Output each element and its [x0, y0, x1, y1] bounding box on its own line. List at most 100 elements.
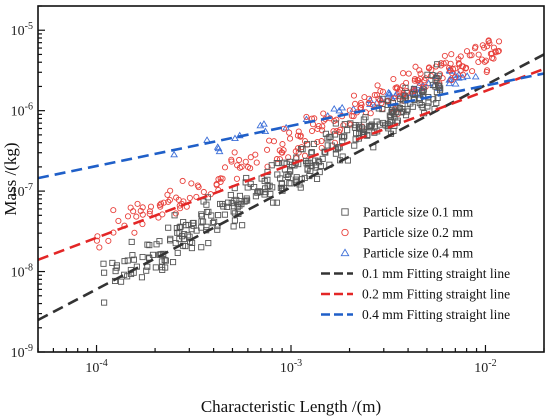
data-point: [188, 245, 195, 252]
data-point: [198, 211, 205, 218]
data-point: [402, 112, 410, 119]
data-point: [411, 87, 418, 94]
data-point: [186, 194, 193, 201]
data-point: [94, 233, 101, 240]
data-point: [200, 218, 207, 225]
data-point: [377, 88, 384, 95]
data-point: [159, 266, 166, 273]
data-point: [215, 212, 222, 219]
data-point: [228, 158, 235, 165]
data-point: [303, 113, 310, 120]
data-point: [312, 157, 319, 164]
data-point: [264, 176, 271, 183]
data-point: [409, 103, 416, 110]
data-point: [165, 198, 172, 205]
data-point: [391, 114, 398, 121]
data-point: [418, 102, 425, 109]
data-point: [480, 44, 488, 51]
data-point: [390, 95, 397, 102]
data-point: [247, 154, 254, 161]
fit-line-3: [37, 72, 545, 180]
data-point: [362, 114, 369, 121]
data-point: [435, 72, 442, 79]
data-point: [278, 180, 285, 187]
data-point: [236, 202, 243, 209]
data-point: [203, 223, 210, 230]
data-point: [139, 204, 146, 211]
data-point: [146, 208, 153, 215]
data-point: [332, 120, 339, 127]
data-point: [253, 159, 260, 166]
data-point: [236, 156, 243, 164]
data-point: [269, 184, 276, 191]
data-point: [157, 200, 165, 207]
data-point: [379, 88, 386, 95]
data-point: [127, 204, 134, 211]
data-point: [239, 222, 246, 229]
data-point: [440, 60, 447, 67]
data-point: [244, 163, 252, 171]
data-point: [366, 95, 373, 102]
data-point: [181, 231, 188, 238]
data-point: [379, 95, 386, 102]
data-point: [251, 184, 258, 191]
data-point: [319, 155, 326, 162]
data-point: [109, 259, 116, 266]
data-point: [367, 122, 374, 129]
data-point: [316, 159, 323, 166]
data-point: [445, 64, 453, 72]
data-point: [174, 249, 181, 256]
data-point: [133, 213, 140, 220]
data-point: [293, 154, 300, 161]
data-point: [373, 91, 381, 99]
data-point: [417, 70, 424, 77]
data-point: [471, 72, 480, 80]
legend: Particle size 0.1 mm Particle size 0.2 mm…: [321, 205, 510, 322]
data-point: [318, 138, 325, 145]
data-point: [276, 156, 283, 163]
data-point: [161, 256, 168, 264]
data-point: [448, 51, 455, 58]
data-point: [252, 151, 259, 158]
data-point: [243, 195, 250, 202]
data-point: [190, 222, 197, 229]
data-point: [358, 101, 365, 108]
x-axis-label: Characteristic Length /(m): [201, 397, 381, 416]
data-point: [419, 84, 426, 91]
data-point: [221, 211, 228, 218]
data-point: [459, 71, 466, 78]
data-point: [393, 84, 400, 91]
fit-line-1: [37, 53, 545, 322]
data-point: [455, 56, 462, 63]
data-point: [436, 87, 444, 94]
data-point: [124, 213, 132, 220]
data-point: [172, 240, 179, 247]
legend-label-1: Particle size 0.1 mm: [363, 205, 474, 220]
data-point: [146, 242, 153, 249]
data-point: [304, 165, 311, 172]
data-point: [233, 175, 240, 182]
data-point: [492, 48, 499, 55]
data-point: [224, 199, 232, 206]
data-point: [172, 210, 179, 217]
data-point: [266, 137, 273, 144]
legend-label-3: Particle size 0.4 mm: [363, 246, 474, 261]
data-point: [170, 150, 179, 158]
data-point: [129, 252, 136, 259]
data-point: [242, 158, 249, 165]
data-point: [403, 79, 410, 87]
data-point: [193, 193, 200, 200]
data-point: [214, 223, 221, 230]
data-point: [304, 141, 311, 148]
data-point: [105, 237, 112, 244]
data-point: [319, 123, 326, 130]
data-point: [468, 52, 475, 59]
data-point: [402, 94, 409, 101]
data-point: [429, 72, 436, 79]
data-point: [308, 149, 315, 156]
data-point: [416, 100, 423, 107]
data-point: [301, 174, 308, 182]
data-point: [203, 201, 210, 208]
data-point: [286, 180, 293, 187]
